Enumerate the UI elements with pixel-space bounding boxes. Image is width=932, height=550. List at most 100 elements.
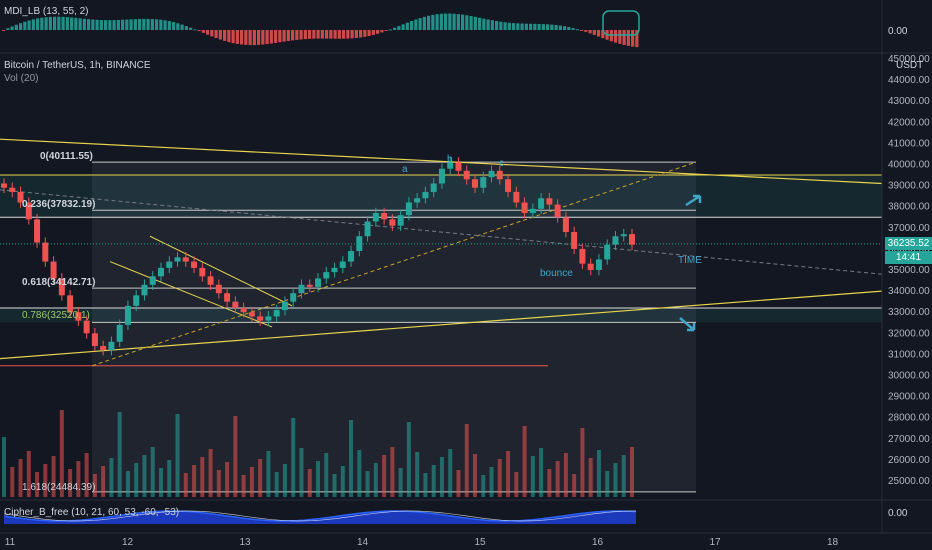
time-tick-label: 12 xyxy=(122,537,134,548)
volume-bar xyxy=(208,449,213,497)
volume-bar xyxy=(299,448,304,497)
candle-body xyxy=(100,345,107,351)
mdi-bar xyxy=(359,30,363,38)
mdi-bar xyxy=(108,20,112,30)
mdi-bar xyxy=(53,16,57,30)
volume-bar xyxy=(43,464,48,497)
mdi-bar xyxy=(44,17,48,30)
volume-bar xyxy=(101,466,106,497)
cipher-wave-area xyxy=(4,511,636,524)
volume-bar xyxy=(572,474,577,497)
mdi-bar xyxy=(520,23,524,30)
volume-bar xyxy=(448,449,453,497)
mdi-bar xyxy=(405,22,409,30)
mdi-bar xyxy=(325,30,329,39)
volume-bar xyxy=(10,467,15,497)
candle-body xyxy=(224,293,231,302)
symbol-title: Bitcoin / TetherUS, 1h, BINANCE xyxy=(4,60,151,71)
candle-body xyxy=(17,191,24,203)
descending-trendline xyxy=(0,138,883,185)
candle-body xyxy=(604,244,611,260)
candle-body xyxy=(323,272,330,279)
mdi-bar xyxy=(261,30,265,45)
mdi-bar xyxy=(584,30,588,32)
volume-bar xyxy=(175,414,180,497)
candle-body xyxy=(75,312,82,321)
mdi-bar xyxy=(452,13,456,30)
candle-body xyxy=(83,320,90,334)
mdi-zero-value: 0.00 xyxy=(888,26,908,37)
mdi-bar xyxy=(363,30,367,37)
volume-bar xyxy=(200,457,205,497)
channel-line xyxy=(149,235,293,307)
mdi-bar xyxy=(155,19,159,30)
mdi-bar xyxy=(469,16,473,30)
candle-body xyxy=(281,301,288,311)
candle-body xyxy=(438,168,445,184)
candle-body xyxy=(315,278,321,287)
fib-zones xyxy=(0,161,882,493)
candle-body xyxy=(25,202,32,220)
mdi-bar xyxy=(380,30,384,33)
volume-bar xyxy=(59,410,64,497)
candle-body xyxy=(414,198,421,203)
candle-body xyxy=(463,170,470,180)
mdi-bar xyxy=(14,24,18,30)
candle-body xyxy=(579,248,586,264)
price-tick-label: 38000.00 xyxy=(888,202,930,213)
mdi-bar xyxy=(444,13,448,30)
mdi-bar xyxy=(571,28,575,30)
mdi-bar xyxy=(269,30,273,44)
mdi-bar xyxy=(329,30,333,39)
volume-bar xyxy=(415,452,420,497)
arrow-down-icon xyxy=(679,317,696,332)
mdi-bar xyxy=(61,16,65,30)
mdi-bar xyxy=(95,19,99,30)
mdi-bar xyxy=(541,24,545,30)
mdi-bar xyxy=(563,26,567,30)
candle-body xyxy=(215,284,222,294)
mdi-bar xyxy=(618,30,622,44)
price-tick-label: 29000.00 xyxy=(888,392,930,403)
volume-bar xyxy=(390,447,395,497)
mdi-bar xyxy=(223,30,227,41)
candle-body xyxy=(430,183,437,192)
volume-bar xyxy=(473,454,477,497)
volume-bar xyxy=(580,428,585,497)
mdi-bar xyxy=(121,19,125,30)
candle-body xyxy=(182,257,189,262)
mdi-bar xyxy=(74,17,78,30)
mdi-bar xyxy=(414,19,418,30)
candle-body xyxy=(108,341,115,351)
mdi-bar xyxy=(70,17,74,30)
price-tick-label: 31000.00 xyxy=(888,349,930,360)
mdi-bar xyxy=(91,19,95,30)
mdi-bar xyxy=(465,15,469,30)
mdi-bar xyxy=(252,30,256,46)
mdi-bar xyxy=(286,30,290,42)
candle-body xyxy=(348,251,355,262)
candle-body xyxy=(331,267,338,273)
volume-bar xyxy=(258,459,263,497)
cipher-wave-1 xyxy=(3,510,637,522)
volume-bar xyxy=(332,474,337,497)
candle-body xyxy=(587,263,594,270)
mdi-bar xyxy=(201,30,205,33)
mdi-bar xyxy=(533,23,537,30)
volume-bar xyxy=(274,472,279,497)
mdi-bar xyxy=(482,18,486,30)
volume-bar xyxy=(26,451,31,497)
mdi-bar xyxy=(206,30,210,35)
candle-body xyxy=(199,267,206,277)
fib-label-0618: 0.618(34142.71) xyxy=(22,277,96,288)
mdi-bar xyxy=(350,30,354,39)
candle-body xyxy=(191,261,198,268)
volume-bar xyxy=(282,464,287,497)
volume-bar xyxy=(51,456,56,497)
mdi-bar xyxy=(163,20,167,30)
volume-bar xyxy=(373,463,378,497)
mdi-bar xyxy=(214,30,218,39)
mdi-bar xyxy=(265,30,269,45)
price-tick-label: 30000.00 xyxy=(888,371,930,382)
volume-bar xyxy=(497,459,502,497)
